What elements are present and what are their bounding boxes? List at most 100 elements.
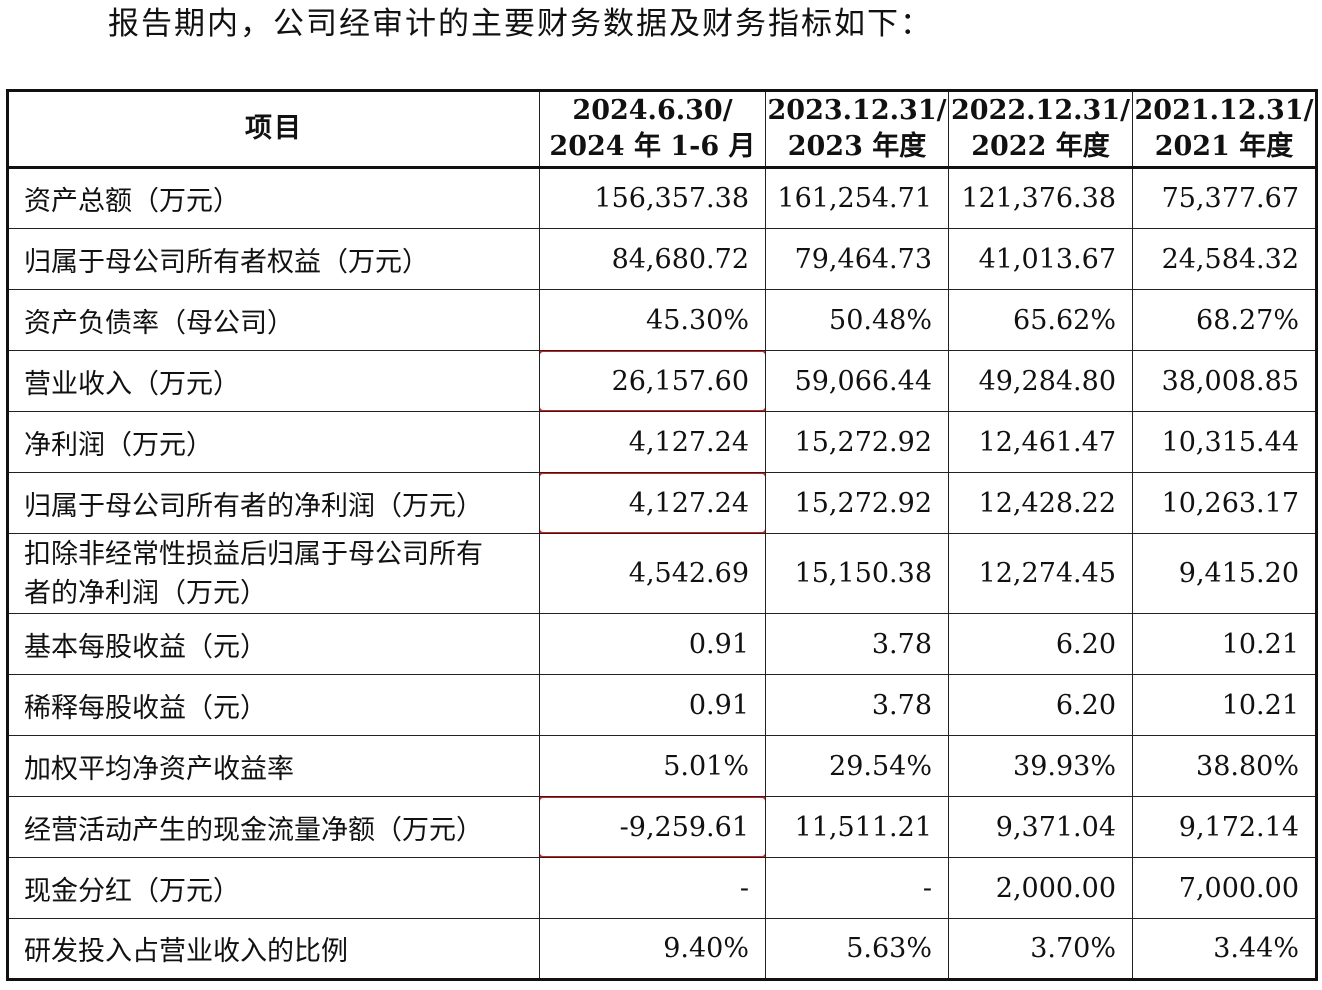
- cell-value: 121,376.38: [961, 183, 1116, 214]
- value-cell: 156,357.38: [539, 167, 766, 229]
- cell-value: 59,066.44: [794, 365, 932, 397]
- value-cell: 9.40%: [539, 918, 766, 980]
- header-period-date: 2022.12.31/: [951, 95, 1130, 126]
- header-period-range: 2022 年度: [971, 131, 1110, 162]
- value-cell: 9,172.14: [1132, 796, 1317, 858]
- cell-value: 6.20: [1055, 628, 1116, 660]
- highlighted-value-cell: 26,157.60: [539, 350, 766, 412]
- cell-value: 6.20: [1055, 689, 1116, 721]
- value-cell: 84,680.72: [539, 228, 766, 290]
- value-cell: 12,274.45: [948, 533, 1133, 614]
- value-cell: 38,008.85: [1132, 350, 1317, 412]
- table-row: 营业收入（万元） 26,157.60 59,066.44 49,284.80 38,00…: [7, 350, 1317, 412]
- cell-value: 9.40%: [663, 933, 749, 964]
- table-row: 稀释每股收益（元） 0.91 3.78 6.20 10.21: [7, 674, 1317, 736]
- row-label: 加权平均净资产收益率: [7, 735, 540, 797]
- cell-value: 3.70%: [1030, 933, 1116, 964]
- value-cell: 9,371.04: [948, 796, 1133, 858]
- cell-value: 12,461.47: [978, 426, 1116, 458]
- header-item: 项目: [7, 90, 540, 169]
- row-label: 现金分红（万元）: [7, 857, 540, 919]
- row-label: 研发投入占营业收入的比例: [7, 918, 540, 980]
- cell-value: 50.48%: [829, 304, 932, 336]
- value-cell: 4,542.69: [539, 533, 766, 614]
- row-label: 资产负债率（母公司）: [7, 289, 540, 351]
- value-cell: 38.80%: [1132, 735, 1317, 797]
- value-cell: 45.30%: [539, 289, 766, 351]
- value-cell: 50.48%: [765, 289, 949, 351]
- highlighted-value-cell: -9,259.61: [539, 796, 766, 858]
- cell-value: 15,272.92: [794, 487, 932, 519]
- value-cell: 0.91: [539, 674, 766, 736]
- intro-paragraph: 报告期内，公司经审计的主要财务数据及财务指标如下：: [108, 6, 933, 42]
- cell-value: 3.78: [871, 689, 932, 721]
- value-cell: 39.93%: [948, 735, 1133, 797]
- value-cell: 65.62%: [948, 289, 1133, 351]
- value-cell: 75,377.67: [1132, 167, 1317, 229]
- cell-value: 15,150.38: [794, 558, 932, 589]
- cell-value: 10.21: [1221, 628, 1299, 660]
- cell-value: 4,127.24: [628, 487, 749, 519]
- value-cell: 68.27%: [1132, 289, 1317, 351]
- value-cell: 7,000.00: [1132, 857, 1317, 919]
- table-row: 资产总额（万元） 156,357.38 161,254.71 121,376.38 75…: [7, 167, 1317, 229]
- header-period-date: 2021.12.31/: [1134, 95, 1314, 126]
- value-cell: 2,000.00: [948, 857, 1133, 919]
- table-row: 归属于母公司所有者的净利润（万元） 4,127.24 15,272.92 12,428…: [7, 472, 1317, 534]
- value-cell: 15,272.92: [765, 411, 949, 473]
- value-cell: 10.21: [1132, 674, 1317, 736]
- header-period-2021: 2021.12.31/ 2021 年度: [1132, 90, 1317, 169]
- value-cell: 11,511.21: [765, 796, 949, 858]
- value-cell: 3.44%: [1132, 918, 1317, 980]
- header-period-date: 2023.12.31/: [767, 95, 947, 126]
- cell-value: -: [922, 872, 932, 904]
- value-cell: 49,284.80: [948, 350, 1133, 412]
- cell-value: 9,415.20: [1178, 558, 1299, 589]
- cell-value: 39.93%: [1013, 750, 1116, 782]
- value-cell: 0.91: [539, 613, 766, 675]
- value-cell: 9,415.20: [1132, 533, 1317, 614]
- cell-value: 29.54%: [829, 750, 932, 782]
- row-label: 经营活动产生的现金流量净额（万元）: [7, 796, 540, 858]
- cell-value: 79,464.73: [794, 243, 932, 275]
- cell-value: 156,357.38: [594, 183, 749, 214]
- row-label: 基本每股收益（元）: [7, 613, 540, 675]
- cell-value: 4,127.24: [628, 426, 749, 458]
- value-cell: 10,263.17: [1132, 472, 1317, 534]
- cell-value: 75,377.67: [1161, 183, 1299, 214]
- table-row: 归属于母公司所有者权益（万元） 84,680.72 79,464.73 41,013.…: [7, 228, 1317, 290]
- header-period-2023: 2023.12.31/ 2023 年度: [765, 90, 949, 169]
- value-cell: 3.78: [765, 674, 949, 736]
- table-row: 研发投入占营业收入的比例 9.40% 5.63% 3.70% 3.44%: [7, 918, 1317, 980]
- value-cell: 10,315.44: [1132, 411, 1317, 473]
- cell-value: 3.78: [871, 628, 932, 660]
- cell-value: 9,172.14: [1178, 811, 1299, 843]
- cell-value: 0.91: [688, 689, 749, 721]
- row-label: 营业收入（万元）: [7, 350, 540, 412]
- row-label: 净利润（万元）: [7, 411, 540, 473]
- cell-value: 10,263.17: [1161, 487, 1299, 519]
- cell-value: 161,254.71: [777, 183, 932, 214]
- value-cell: 24,584.32: [1132, 228, 1317, 290]
- value-cell: 10.21: [1132, 613, 1317, 675]
- value-cell: 121,376.38: [948, 167, 1133, 229]
- cell-value: -9,259.61: [619, 811, 749, 843]
- header-period-range: 2024 年 1-6 月: [549, 131, 756, 162]
- table-row: 现金分红（万元） - - 2,000.00 7,000.00: [7, 857, 1317, 919]
- value-cell: 79,464.73: [765, 228, 949, 290]
- table-row: 资产负债率（母公司） 45.30% 50.48% 65.62% 68.27%: [7, 289, 1317, 351]
- value-cell: 5.01%: [539, 735, 766, 797]
- value-cell: -: [765, 857, 949, 919]
- cell-value: 10,315.44: [1161, 426, 1299, 458]
- table-header-row: 项目 2024.6.30/ 2024 年 1-6 月 2023.12.31/ 2…: [7, 90, 1317, 169]
- value-cell: 6.20: [948, 674, 1133, 736]
- row-label: 扣除非经常性损益后归属于母公司所有者的净利润（万元）: [7, 533, 540, 614]
- cell-value: 84,680.72: [611, 243, 749, 275]
- cell-value: 3.44%: [1213, 933, 1299, 964]
- value-cell: 59,066.44: [765, 350, 949, 412]
- cell-value: 12,274.45: [978, 558, 1116, 589]
- cell-value: 12,428.22: [978, 487, 1116, 519]
- cell-value: 9,371.04: [995, 811, 1116, 843]
- table-body: 资产总额（万元） 156,357.38 161,254.71 121,376.38 75…: [7, 167, 1317, 980]
- table-row: 基本每股收益（元） 0.91 3.78 6.20 10.21: [7, 613, 1317, 675]
